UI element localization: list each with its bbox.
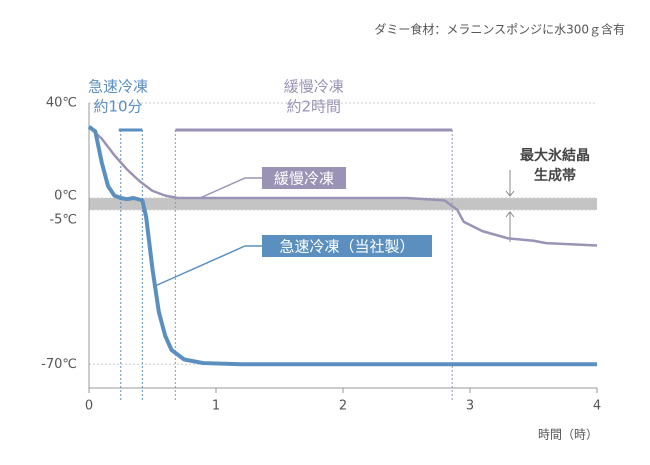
band-label: 最大氷結晶 xyxy=(520,147,590,164)
subtitle: ダミー食材：メラニンスポンジに水300ｇ含有 xyxy=(374,22,625,37)
x-axis-label: 時間（時） xyxy=(538,428,598,442)
legend-label: 緩慢冷凍 xyxy=(274,170,334,188)
legend-label: 急速冷凍（当社製） xyxy=(279,238,414,256)
period-label: 緩慢冷凍 xyxy=(284,78,344,96)
x-tick-label: 3 xyxy=(466,399,474,414)
y-tick-label: -5℃ xyxy=(49,212,77,227)
period-label: 約2時間 xyxy=(287,98,342,116)
period-label: 約10分 xyxy=(93,98,142,116)
y-tick-label: -70℃ xyxy=(41,357,77,372)
band-label: 生成帯 xyxy=(534,167,576,184)
x-tick-label: 4 xyxy=(593,399,601,414)
callout-line xyxy=(154,245,262,287)
period-label: 急速冷凍 xyxy=(88,78,148,96)
x-tick-label: 1 xyxy=(212,399,220,414)
x-tick-label: 2 xyxy=(339,399,347,414)
callout-box xyxy=(262,167,346,189)
callout-line xyxy=(199,177,262,199)
callout-box xyxy=(262,235,432,257)
series-line xyxy=(88,125,598,247)
band-arrow xyxy=(505,170,515,242)
y-tick-label: 0℃ xyxy=(54,189,77,204)
y-tick-label: 40℃ xyxy=(46,96,77,111)
series-line xyxy=(87,125,597,367)
band xyxy=(89,198,597,210)
x-tick-label: 0 xyxy=(85,399,93,414)
